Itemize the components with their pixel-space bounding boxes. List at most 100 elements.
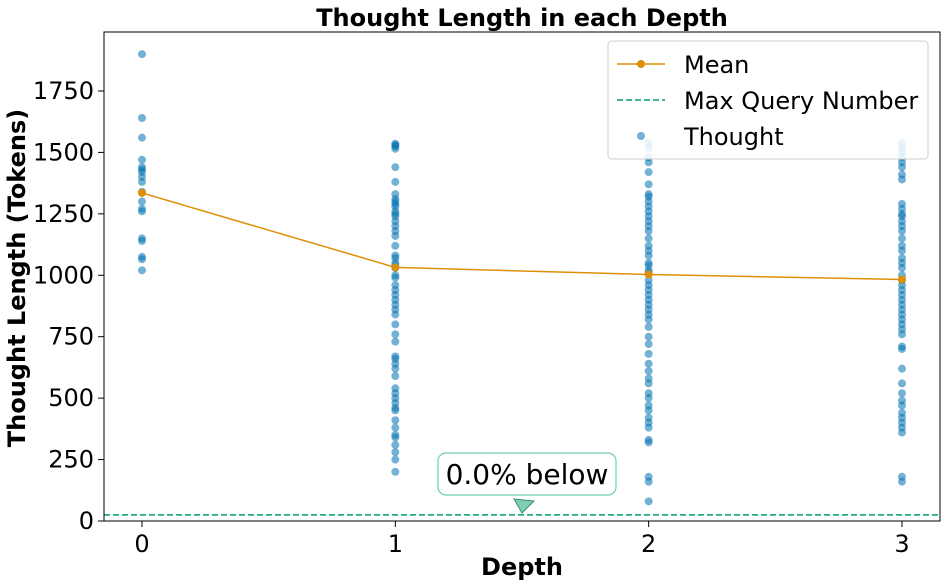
- legend-mean-marker: [637, 60, 645, 68]
- x-tick-label: 1: [388, 530, 403, 558]
- thought-point: [898, 344, 906, 353]
- thought-point: [898, 330, 906, 339]
- thought-point: [644, 332, 653, 341]
- thought-point: [898, 428, 906, 437]
- annotation-text: 0.0% below: [446, 458, 609, 491]
- annotation: 0.0% below: [437, 452, 617, 514]
- thought-point: [391, 310, 400, 319]
- y-tick-label: 1750: [33, 77, 94, 105]
- y-axis-ticks: 0 250 500 750 1000 1250 1500 1750: [33, 77, 104, 535]
- thought-point: [644, 227, 653, 236]
- annotation-arrow: [513, 498, 536, 514]
- thought-point: [391, 433, 400, 442]
- thought-point: [391, 231, 400, 240]
- thought-point: [391, 144, 400, 153]
- mean-point: [138, 188, 146, 197]
- mean-point: [391, 263, 400, 272]
- thought-point: [391, 455, 400, 464]
- mean-line: [141, 192, 903, 281]
- thought-point: [391, 406, 400, 415]
- thought-point: [391, 177, 400, 186]
- thought-point: [644, 158, 653, 167]
- thought-point: [138, 155, 146, 164]
- x-tick-label: 3: [894, 530, 909, 558]
- thought-point: [644, 438, 653, 447]
- x-axis-ticks: 0 1 2 3: [134, 521, 910, 558]
- mean-line-layer: [138, 188, 906, 284]
- thought-point: [898, 364, 906, 373]
- legend: Mean Max Query Number Thought: [607, 40, 929, 160]
- thought-point: [644, 234, 653, 243]
- annotation-box: [437, 452, 617, 496]
- legend-mean-label: Mean: [684, 51, 749, 79]
- thought-point: [644, 315, 653, 324]
- thought-point: [644, 477, 653, 486]
- thought-point: [644, 359, 653, 368]
- thought-point: [644, 497, 653, 506]
- y-tick-label: 250: [48, 446, 94, 474]
- legend-box: [607, 40, 929, 160]
- thought-point: [644, 406, 653, 415]
- thought-point: [391, 440, 400, 449]
- thought-point: [644, 423, 653, 432]
- y-tick-label: 500: [48, 384, 94, 412]
- plot-frame: [103, 31, 941, 522]
- thought-point: [644, 168, 653, 177]
- thought-point: [898, 263, 906, 272]
- thought-point: [138, 114, 146, 123]
- thought-point: [391, 372, 400, 381]
- thought-point: [898, 379, 906, 388]
- thought-point: [391, 320, 400, 329]
- y-tick-label: 0: [79, 507, 94, 535]
- thought-point: [898, 477, 906, 486]
- thought-point: [138, 133, 146, 142]
- thought-point: [138, 197, 146, 206]
- y-tick-label: 750: [48, 323, 94, 351]
- thought-point: [391, 448, 400, 457]
- mean-point: [644, 270, 653, 279]
- thought-point: [391, 364, 400, 373]
- y-tick-label: 1250: [33, 200, 94, 228]
- legend-thought-label: Thought: [683, 123, 784, 151]
- chart-title: Thought Length in each Depth: [316, 4, 728, 32]
- thought-point: [138, 177, 146, 186]
- x-tick-label: 0: [134, 530, 149, 558]
- thought-point: [391, 241, 400, 250]
- mean-point: [898, 275, 906, 284]
- thought-point: [898, 234, 906, 243]
- thought-point: [898, 401, 906, 410]
- thought-point: [644, 367, 653, 376]
- thought-point: [644, 379, 653, 388]
- thought-point: [138, 236, 146, 245]
- y-axis-label: Thought Length (Tokens): [3, 109, 31, 447]
- thought-point: [391, 467, 400, 476]
- thought-point: [138, 207, 146, 216]
- thought-point: [644, 322, 653, 331]
- thought-point: [138, 50, 146, 59]
- thought-point: [644, 251, 653, 260]
- y-tick-label: 1000: [33, 261, 94, 289]
- thought-point: [644, 394, 653, 403]
- thought-point: [898, 389, 906, 398]
- thought-point: [391, 273, 400, 282]
- y-tick-label: 1500: [33, 138, 94, 166]
- thought-point: [644, 340, 653, 349]
- legend-max-query-label: Max Query Number: [684, 87, 918, 115]
- thought-point: [138, 266, 146, 275]
- legend-thought-marker: [637, 132, 645, 140]
- thought-point: [898, 163, 906, 172]
- thought-point: [391, 423, 400, 432]
- thought-point: [391, 163, 400, 172]
- thought-point: [138, 255, 146, 264]
- thought-point: [898, 227, 906, 236]
- thought-point: [644, 180, 653, 189]
- thought-point: [391, 337, 400, 346]
- thought-point: [898, 175, 906, 184]
- thought-point: [391, 330, 400, 339]
- x-tick-label: 2: [641, 530, 656, 558]
- thought-point: [391, 416, 400, 425]
- x-axis-label: Depth: [481, 553, 563, 581]
- thought-point: [644, 349, 653, 358]
- thought-point: [898, 246, 906, 255]
